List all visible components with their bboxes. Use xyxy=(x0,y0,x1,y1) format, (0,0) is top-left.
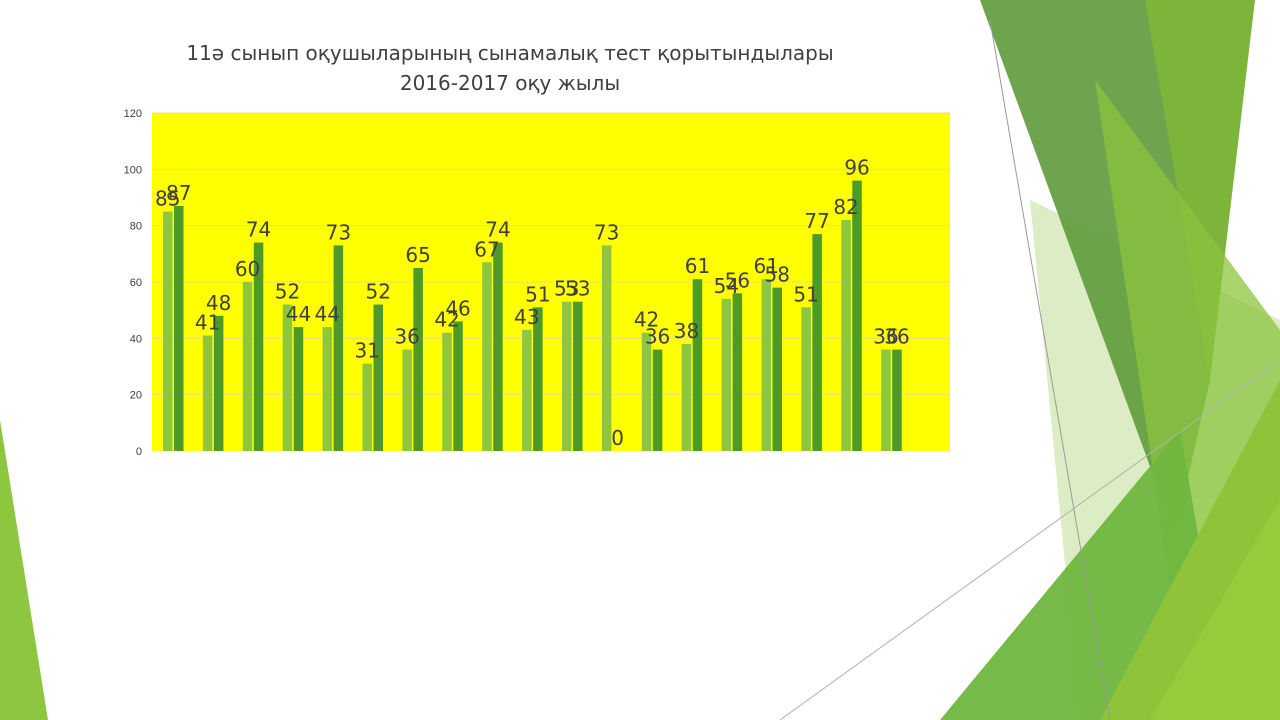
y-tick-label: 0 xyxy=(136,446,142,458)
data-label: 51 xyxy=(793,282,818,306)
data-label: 56 xyxy=(725,268,750,292)
bar-series-2 xyxy=(253,242,264,451)
bar-series-1 xyxy=(282,304,293,451)
bar-series-1 xyxy=(881,349,891,451)
bar-series-2 xyxy=(892,349,902,451)
bar-series-2 xyxy=(333,245,344,451)
y-tick-label: 20 xyxy=(130,390,142,402)
thin-diagonal-line xyxy=(989,19,1111,720)
data-label: 36 xyxy=(884,325,909,349)
data-label: 44 xyxy=(286,302,311,326)
bar-series-2 xyxy=(493,242,503,451)
data-label: 61 xyxy=(754,254,779,278)
thin-diagonal-line-2 xyxy=(779,359,1280,720)
bar-series-2 xyxy=(293,327,304,451)
bar-series-2 xyxy=(812,234,822,451)
y-tick-label: 60 xyxy=(130,277,142,289)
data-label: 53 xyxy=(554,277,579,301)
data-label: 52 xyxy=(275,280,300,304)
bar-series-2 xyxy=(373,304,383,451)
bar-series-2 xyxy=(652,349,663,451)
y-axis: 0 20 40 60 80 100 120 xyxy=(124,108,142,458)
data-label: 85 xyxy=(155,187,180,211)
data-label: 74 xyxy=(485,218,510,242)
bar-series-1 xyxy=(801,307,811,451)
chart-title-line-1: 11ә сынып оқушыларының сынамалық тест қо… xyxy=(186,41,834,65)
data-label: 73 xyxy=(594,220,619,244)
bar-series-2 xyxy=(533,307,543,451)
bar-series-1 xyxy=(322,327,333,451)
bar-series-1 xyxy=(522,329,532,451)
data-label: 67 xyxy=(474,237,499,261)
data-label: 65 xyxy=(405,243,430,267)
y-tick-label: 80 xyxy=(130,221,142,233)
bar-series-1 xyxy=(402,349,412,451)
data-label: 54 xyxy=(714,274,739,298)
data-label: 36 xyxy=(394,325,419,349)
bars xyxy=(163,180,902,451)
data-label: 36 xyxy=(645,325,670,349)
data-label: 31 xyxy=(355,339,380,363)
bar-series-2 xyxy=(213,315,224,451)
y-tick-label: 120 xyxy=(124,108,142,120)
bar-series-2 xyxy=(772,287,782,451)
y-tick-label: 40 xyxy=(130,333,142,345)
data-label: 0 xyxy=(611,426,624,450)
bar-series-2 xyxy=(453,321,463,451)
data-label: 41 xyxy=(195,311,220,335)
data-label: 51 xyxy=(525,282,550,306)
data-label: 74 xyxy=(246,218,271,242)
data-label: 58 xyxy=(765,263,790,287)
bar-series-1 xyxy=(163,211,173,451)
data-label: 60 xyxy=(235,257,260,281)
data-label: 38 xyxy=(674,319,699,343)
bar-series-1 xyxy=(562,301,572,451)
data-label: 42 xyxy=(634,308,659,332)
bar-series-2 xyxy=(413,267,423,451)
bar-series-1 xyxy=(681,343,692,451)
bar-series-1 xyxy=(721,298,732,451)
bar-series-1 xyxy=(601,245,612,451)
bar-series-1 xyxy=(841,220,851,451)
green-upper-right-shard xyxy=(1145,0,1255,380)
chart-title: 11ә сынып оқушыларының сынамалық тест қо… xyxy=(150,38,870,98)
bar-series-1 xyxy=(202,335,213,451)
data-label: 48 xyxy=(206,291,231,315)
bar-series-1 xyxy=(482,262,492,451)
bar-series-2 xyxy=(174,205,184,451)
lime-overlay-shard xyxy=(1150,500,1280,720)
data-label: 53 xyxy=(565,277,590,301)
bar-series-1 xyxy=(362,363,372,451)
bar-series-2 xyxy=(573,301,583,451)
bar-series-2 xyxy=(692,279,703,451)
data-label: 73 xyxy=(326,220,351,244)
data-label: 82 xyxy=(833,195,858,219)
bar-series-2 xyxy=(852,180,862,451)
data-label: 61 xyxy=(685,254,710,278)
data-label: 43 xyxy=(514,305,539,329)
bar-series-2 xyxy=(732,293,743,451)
bar-series-1 xyxy=(442,332,452,451)
data-label: 46 xyxy=(445,296,470,320)
data-label: 52 xyxy=(366,280,391,304)
data-label: 44 xyxy=(315,302,340,326)
data-label: 42 xyxy=(434,308,459,332)
data-label: 36 xyxy=(873,325,898,349)
data-label: 87 xyxy=(166,181,191,205)
bar-series-1 xyxy=(641,332,652,451)
left-green-sliver xyxy=(0,420,48,720)
data-label: 96 xyxy=(844,156,869,180)
chart-subtitle: 2016-2017 оқу жылы xyxy=(399,71,621,95)
data-label: 77 xyxy=(804,209,829,233)
y-tick-label: 100 xyxy=(124,164,142,176)
bar-series-1 xyxy=(761,279,771,451)
bar-series-1 xyxy=(242,282,253,451)
